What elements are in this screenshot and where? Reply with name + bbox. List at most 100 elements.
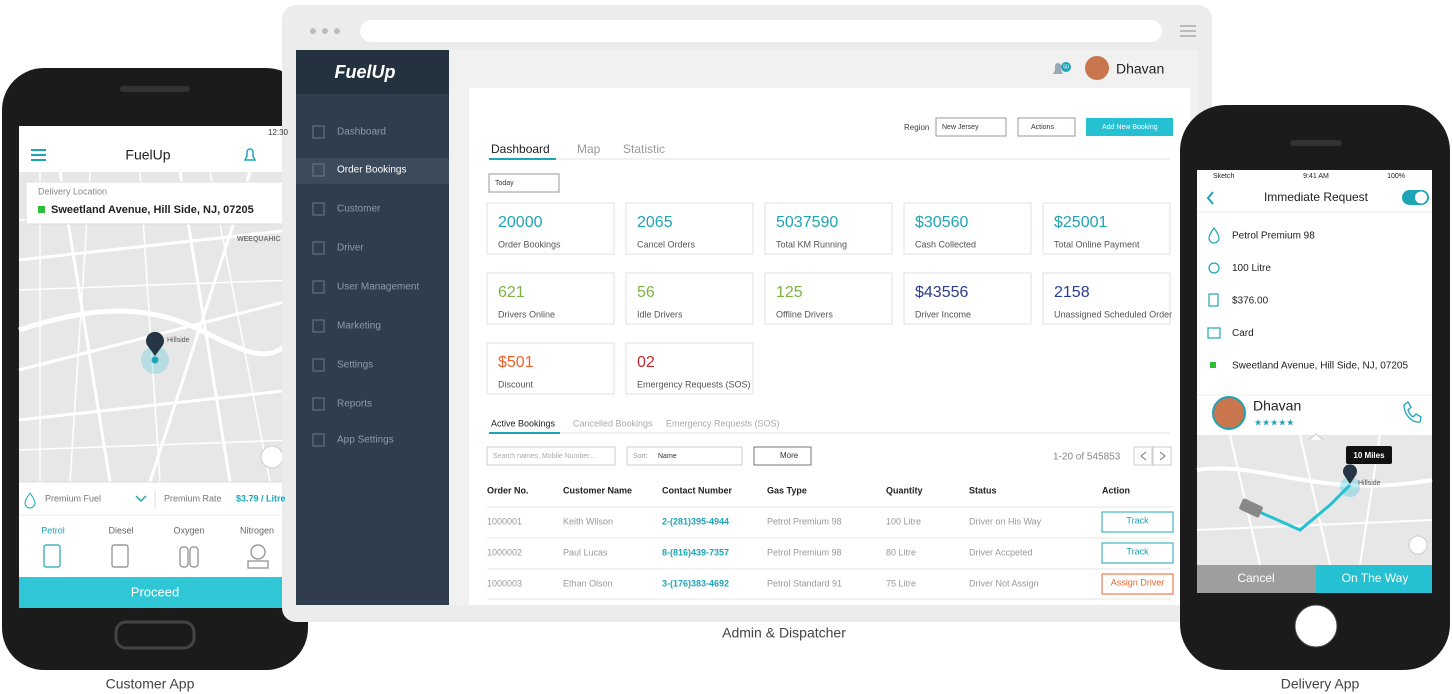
nav-item[interactable]: Order Bookings: [337, 165, 406, 176]
stat-label: Cancel Orders: [637, 239, 696, 249]
stat-card: [1042, 272, 1171, 325]
stat-value: $501: [498, 354, 534, 371]
prev-button[interactable]: [1133, 446, 1153, 466]
call-icon[interactable]: [1403, 401, 1422, 423]
period-select[interactable]: [488, 173, 560, 193]
action-label: Track: [1126, 515, 1149, 525]
status-time: 9:41 AM: [1303, 173, 1329, 180]
booking-tab[interactable]: Cancelled Bookings: [573, 418, 653, 428]
stat-value: 20000: [498, 214, 543, 231]
nav-item[interactable]: Settings: [337, 360, 373, 371]
nav-item[interactable]: Reports: [337, 399, 372, 410]
nav-item[interactable]: App Settings: [337, 435, 394, 446]
driver-name: Dhavan: [1253, 398, 1301, 414]
accept-button[interactable]: [1316, 565, 1432, 593]
table-cell: 75 Litre: [886, 578, 916, 588]
notification-badge: [1061, 62, 1071, 72]
detail: $376.00: [1232, 296, 1269, 307]
stat-card: [486, 342, 615, 395]
map-roads: [18, 171, 294, 483]
detail: Sweetland Avenue, Hill Side, NJ, 07205: [1232, 361, 1408, 372]
cancel-button[interactable]: [1197, 565, 1316, 593]
table-cell: Petrol Standard 91: [767, 578, 842, 588]
browser-menu[interactable]: [1180, 25, 1196, 37]
nav-active: [296, 158, 449, 184]
stat-value: 5037590: [776, 214, 838, 231]
table-cell: 8-(816)439-7357: [662, 547, 729, 557]
pin-halo: [1340, 477, 1360, 497]
fuel-type: Diesel: [108, 525, 133, 535]
nav-item[interactable]: Dashboard: [337, 127, 386, 138]
action-label: Track: [1126, 546, 1149, 556]
nav-item[interactable]: Customer: [337, 204, 381, 215]
nav-item[interactable]: Marketing: [337, 321, 381, 332]
caption: Delivery App: [1281, 676, 1360, 692]
table-cell: Ethan Olson: [563, 578, 613, 588]
nav-item[interactable]: User Management: [337, 282, 419, 293]
tab[interactable]: Statistic: [623, 142, 665, 156]
table-cell: 3-(176)383-4692: [662, 578, 729, 588]
actions-select[interactable]: [1017, 117, 1076, 137]
stat-card: [764, 202, 893, 255]
action-button[interactable]: [1101, 573, 1174, 595]
column-header: Gas Type: [767, 485, 807, 495]
action-button[interactable]: [1101, 542, 1174, 564]
stat-card: [486, 202, 615, 255]
booking-tab[interactable]: Emergency Requests (SOS): [666, 418, 780, 428]
action-label: Assign Driver: [1111, 577, 1165, 587]
location-label: Delivery Location: [38, 186, 107, 196]
add-label: Add New Booking: [1102, 124, 1158, 131]
collapse-handle[interactable]: [1308, 433, 1324, 441]
bell-icon[interactable]: [1053, 63, 1063, 74]
home-button[interactable]: [114, 620, 196, 650]
region-select[interactable]: [935, 117, 1007, 137]
stat-value: $30560: [915, 214, 968, 231]
nav-icon: [312, 280, 325, 294]
nav-icon: [312, 241, 325, 255]
stat-label: Emergency Requests (SOS): [637, 379, 751, 389]
period-value: Today: [495, 180, 514, 187]
stat-label: Order Bookings: [498, 239, 561, 249]
stat-label: Driver Income: [915, 309, 971, 319]
sort-label: Sort:: [633, 453, 648, 460]
search-box[interactable]: [486, 446, 616, 466]
nav-icon: [312, 397, 325, 411]
proceed-button[interactable]: [19, 577, 292, 608]
table-cell: Driver Not Assign: [969, 578, 1039, 588]
fuel-type: Petrol: [41, 525, 65, 535]
booking-tab[interactable]: Active Bookings: [491, 418, 556, 428]
location-dot: [38, 206, 45, 213]
chevron[interactable]: [135, 495, 147, 503]
locate-button[interactable]: [1408, 535, 1428, 555]
proceed-label: Proceed: [131, 584, 179, 599]
tab[interactable]: Dashboard: [491, 142, 550, 156]
address-bar[interactable]: [360, 20, 1162, 42]
back-icon[interactable]: [1206, 191, 1214, 205]
stat-label: Total KM Running: [776, 239, 847, 249]
distance-badge: [1346, 446, 1392, 464]
add-button[interactable]: [1086, 118, 1173, 136]
detail: Card: [1232, 328, 1254, 339]
more-button[interactable]: [753, 446, 812, 466]
logo-area: [296, 50, 449, 94]
bell-icon[interactable]: [243, 148, 257, 161]
column-header: Customer Name: [563, 485, 632, 495]
status-carrier: Sketch: [1213, 173, 1235, 180]
menu-icon[interactable]: [31, 149, 46, 161]
home-button[interactable]: [1294, 604, 1338, 648]
nav-item[interactable]: Driver: [337, 243, 364, 254]
map-label: Hillside: [1358, 480, 1381, 487]
pagination: 1-20 of 545853: [1053, 452, 1121, 463]
action-button[interactable]: [1101, 511, 1174, 533]
badge-count: 50: [1063, 64, 1069, 70]
detail: 100 Litre: [1232, 263, 1271, 274]
table-cell: Petrol Premium 98: [767, 516, 842, 526]
toggle-knob: [1415, 191, 1427, 204]
sort-select[interactable]: [626, 446, 743, 466]
rate-label: Premium Rate: [164, 493, 222, 503]
locate-button[interactable]: [260, 445, 284, 469]
column-header: Order No.: [487, 485, 529, 495]
tab[interactable]: Map: [577, 142, 601, 156]
search-placeholder: Search names, Mobile Number...: [493, 453, 595, 460]
next-button[interactable]: [1152, 446, 1172, 466]
